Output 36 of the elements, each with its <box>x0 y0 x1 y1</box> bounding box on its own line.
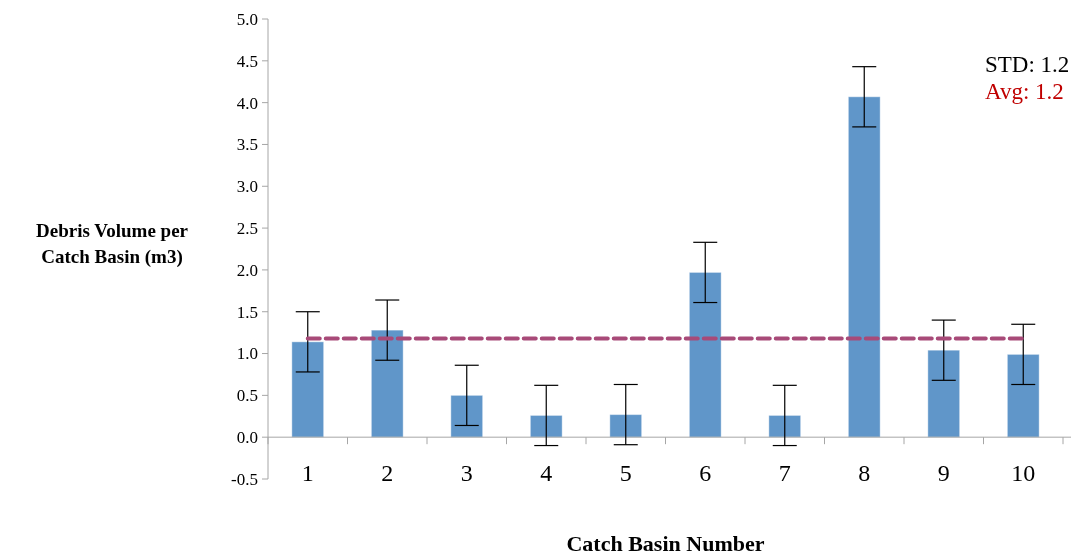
x-tick-label: 10 <box>1011 460 1036 487</box>
y-tick-label: 0.0 <box>236 428 258 448</box>
x-tick-label: 9 <box>937 460 950 487</box>
bar <box>609 414 643 438</box>
y-tick-label: 5.0 <box>236 9 258 29</box>
x-tick-label: 2 <box>381 460 394 487</box>
bar <box>847 96 881 438</box>
y-tick-label: 3.0 <box>236 177 258 197</box>
y-tick-label: -0.5 <box>231 469 258 489</box>
y-tick-label: 4.0 <box>236 93 258 113</box>
y-tick-label: 1.0 <box>236 344 258 364</box>
x-tick-label: 8 <box>858 460 871 487</box>
bar <box>450 394 484 438</box>
x-tick-label: 4 <box>540 460 553 487</box>
x-tick-label: 6 <box>699 460 712 487</box>
x-tick-label: 3 <box>460 460 473 487</box>
y-tick-label: 1.5 <box>236 302 258 322</box>
y-tick-label: 2.0 <box>236 260 258 280</box>
x-tick-label: 7 <box>778 460 791 487</box>
bar <box>688 271 722 438</box>
x-tick-label: 1 <box>301 460 314 487</box>
y-tick-label: 2.5 <box>236 219 258 239</box>
bar <box>291 341 325 438</box>
y-tick-label: 4.5 <box>236 51 258 71</box>
annotation: STD: 1.2 <box>985 52 1070 77</box>
bar <box>1006 353 1040 438</box>
y-axis-title: Debris Volume per Catch Basin (m3) <box>36 220 189 268</box>
x-tick-label: 5 <box>619 460 632 487</box>
annotation: Avg: 1.2 <box>985 79 1064 104</box>
y-tick-label: 3.5 <box>236 135 258 155</box>
bar <box>768 414 802 438</box>
bar <box>927 349 961 438</box>
y-tick-label: 0.5 <box>236 386 258 406</box>
x-axis-title: Catch Basin Number <box>566 531 765 556</box>
bar <box>370 329 404 438</box>
bar <box>529 414 563 438</box>
